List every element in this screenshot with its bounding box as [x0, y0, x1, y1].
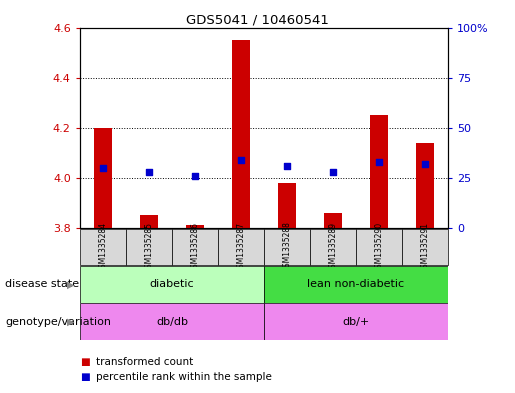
Text: GSM1335291: GSM1335291: [421, 222, 430, 272]
Text: diabetic: diabetic: [149, 279, 194, 289]
Text: percentile rank within the sample: percentile rank within the sample: [96, 372, 272, 382]
Text: lean non-diabetic: lean non-diabetic: [307, 279, 405, 289]
Point: [421, 161, 429, 167]
Bar: [94, 128, 112, 228]
Bar: [80, 303, 264, 340]
Point: [99, 165, 107, 171]
Text: GSM1335285: GSM1335285: [144, 222, 153, 272]
Text: db/+: db/+: [342, 317, 370, 327]
Text: disease state: disease state: [5, 279, 79, 289]
Bar: [186, 226, 203, 228]
Bar: [218, 229, 264, 265]
Bar: [80, 229, 126, 265]
Text: GSM1335289: GSM1335289: [329, 222, 337, 272]
Point: [145, 169, 153, 175]
Text: ▶: ▶: [67, 279, 75, 289]
Text: ■: ■: [80, 372, 90, 382]
Text: genotype/variation: genotype/variation: [5, 317, 111, 327]
Point: [283, 163, 291, 169]
Text: ■: ■: [80, 356, 90, 367]
Point: [375, 159, 383, 165]
Bar: [278, 183, 296, 228]
Point: [237, 157, 245, 163]
Bar: [324, 213, 342, 228]
Bar: [264, 303, 448, 340]
Bar: [402, 229, 448, 265]
Bar: [140, 215, 158, 228]
Bar: [264, 229, 310, 265]
Bar: [416, 143, 434, 228]
Bar: [80, 266, 264, 303]
Bar: [232, 40, 250, 228]
Bar: [172, 229, 218, 265]
Text: transformed count: transformed count: [96, 356, 194, 367]
Text: GSM1335284: GSM1335284: [98, 222, 107, 272]
Point: [191, 173, 199, 179]
Text: GSM1335288: GSM1335288: [282, 222, 291, 272]
Bar: [126, 229, 172, 265]
Text: GSM1335290: GSM1335290: [374, 221, 384, 273]
Text: GSM1335287: GSM1335287: [236, 222, 246, 272]
Bar: [356, 229, 402, 265]
Text: GDS5041 / 10460541: GDS5041 / 10460541: [186, 14, 329, 27]
Text: GSM1335286: GSM1335286: [191, 222, 199, 272]
Point: [329, 169, 337, 175]
Text: ▶: ▶: [67, 317, 75, 327]
Bar: [264, 266, 448, 303]
Text: db/db: db/db: [156, 317, 188, 327]
Bar: [370, 115, 388, 228]
Bar: [310, 229, 356, 265]
